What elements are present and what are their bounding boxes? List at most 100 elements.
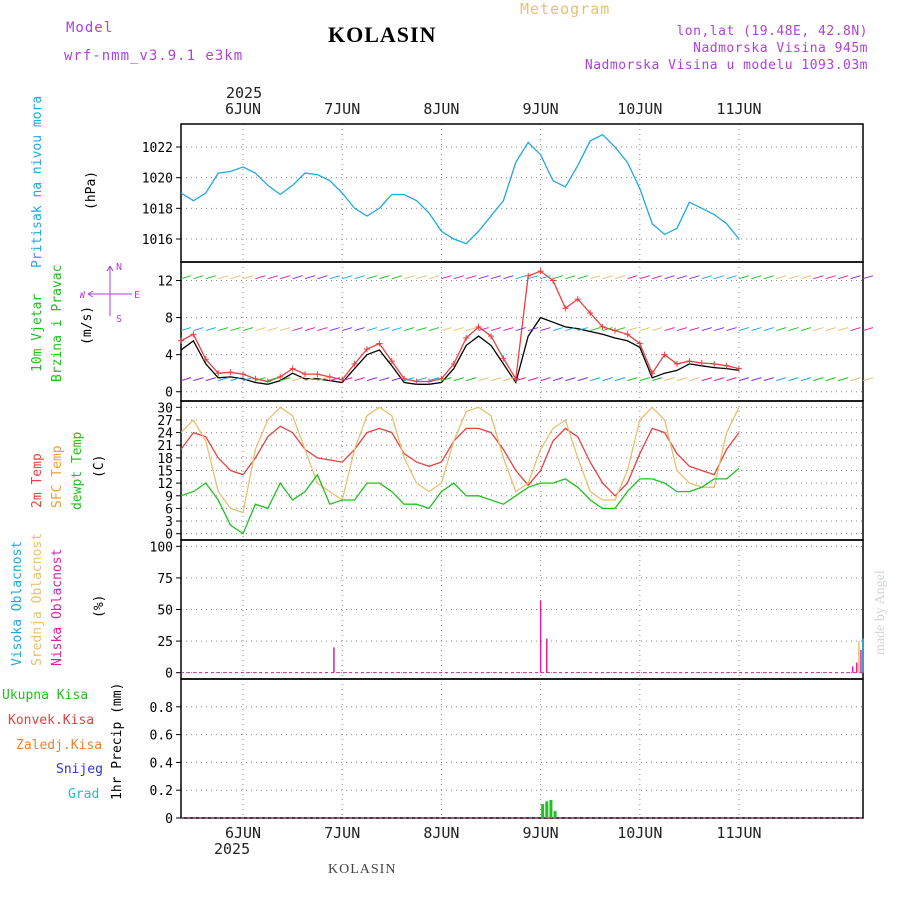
wind-barb-0-30 xyxy=(304,377,316,382)
wind-barb-1-12 xyxy=(230,327,241,332)
gust-marker-3 xyxy=(215,370,222,377)
gust-marker-38 xyxy=(649,370,656,377)
wind-barb-0-138 xyxy=(751,377,762,382)
wind-barb-0-93 xyxy=(565,377,576,382)
clouds-bar-0-3 xyxy=(851,666,854,673)
wind-barb-1-108 xyxy=(627,327,638,332)
clouds-bar-0-0 xyxy=(333,647,335,673)
wind-barb-2-153 xyxy=(813,275,824,280)
wind-barb-0-6 xyxy=(205,377,216,382)
wind-barb-2-93 xyxy=(565,275,576,280)
wind-barb-0-159 xyxy=(838,377,849,382)
wind-ytick-label-1: 4 xyxy=(165,349,173,364)
precip-bar-0-3 xyxy=(553,811,557,818)
wind-barb-2-18 xyxy=(255,275,266,280)
wind-barb-0-132 xyxy=(726,377,737,382)
gust-marker-4 xyxy=(227,369,234,376)
wind-barb-1-117 xyxy=(664,327,675,332)
wind-barb-1-42 xyxy=(354,327,365,332)
gust-marker-39 xyxy=(661,351,668,358)
day-label-top-5: 11JUN xyxy=(716,100,761,118)
gust-marker-7 xyxy=(264,378,271,385)
clouds-ytick-label-1: 25 xyxy=(157,635,173,650)
wind-barb-0-129 xyxy=(714,377,725,382)
wind-barb-2-48 xyxy=(379,275,390,280)
year-bottom: 2025 xyxy=(214,840,251,858)
wind-barb-0-36 xyxy=(329,377,340,382)
temperature-series-2 xyxy=(180,467,740,535)
wind-barb-2-42 xyxy=(354,275,365,280)
wind-barb-2-3 xyxy=(193,275,204,280)
wind-barb-2-132 xyxy=(726,275,737,280)
wind-barb-0-141 xyxy=(763,377,774,382)
wind-barb-0-57 xyxy=(416,377,427,382)
day-label-bottom-1: 7JUN xyxy=(324,824,360,842)
wind-barb-0-90 xyxy=(552,377,564,382)
wind-barb-2-135 xyxy=(738,275,750,280)
wind-barb-0-75 xyxy=(490,377,502,382)
wind-barb-0-18 xyxy=(255,377,266,382)
pressure-ytick-label-2: 1020 xyxy=(142,172,173,187)
wind-barb-2-12 xyxy=(230,275,241,280)
gust-marker-1 xyxy=(190,331,197,338)
gust-marker-27 xyxy=(512,375,519,382)
wind-barb-2-69 xyxy=(466,275,477,280)
wind-barb-0-39 xyxy=(342,377,353,382)
clouds-ytick-label-3: 75 xyxy=(157,572,173,587)
gust-marker-37 xyxy=(636,340,643,347)
gust-marker-44 xyxy=(723,362,730,369)
gust-marker-42 xyxy=(698,360,705,367)
wind-barb-1-120 xyxy=(676,327,688,332)
wind-barb-0-81 xyxy=(515,377,526,382)
wind-barb-2-81 xyxy=(515,275,526,280)
wind-barb-0-12 xyxy=(230,377,241,382)
wind-barb-2-105 xyxy=(614,275,626,280)
wind-barb-2-57 xyxy=(416,275,427,280)
wind-barb-0-72 xyxy=(478,377,489,382)
wind-ytick-label-2: 8 xyxy=(165,312,173,327)
wind-barb-1-138 xyxy=(751,327,762,332)
model-label: Model xyxy=(66,20,114,36)
wind-barb-0-126 xyxy=(701,377,712,382)
wind-barb-1-144 xyxy=(776,327,787,332)
wind-barb-0-108 xyxy=(627,377,638,382)
wind-series-0 xyxy=(180,316,740,385)
day-label-top-4: 10JUN xyxy=(617,100,662,118)
wind-barb-0-114 xyxy=(652,377,663,382)
precip-ytick-label-1: 0.2 xyxy=(150,784,173,799)
clouds-bar-0-5 xyxy=(860,649,862,673)
wind-barb-0-42 xyxy=(354,377,365,382)
wind-barb-1-165 xyxy=(862,327,874,332)
gust-marker-16 xyxy=(376,340,383,347)
wind-barb-2-141 xyxy=(763,275,774,280)
wind-barb-1-123 xyxy=(689,327,700,332)
precip-bar-0-2 xyxy=(549,799,553,818)
wind-barb-0-99 xyxy=(590,377,601,382)
gust-marker-24 xyxy=(475,323,482,330)
temperature-ytick-label-10: 30 xyxy=(157,401,173,416)
wind-barb-2-87 xyxy=(540,275,551,280)
wind-barb-1-105 xyxy=(614,327,626,332)
wind-barb-2-30 xyxy=(304,275,316,280)
wind-barb-2-60 xyxy=(428,275,440,280)
precip-legend-freezing: Zaledj.Kisa xyxy=(16,738,103,753)
gust-marker-12 xyxy=(326,373,333,380)
gust-marker-18 xyxy=(401,375,408,382)
temperature-ytick-label-4: 12 xyxy=(157,477,173,492)
wind-barb-1-24 xyxy=(280,327,291,332)
pressure-ytick-label-3: 1022 xyxy=(142,141,173,156)
wind-barb-2-27 xyxy=(292,275,303,280)
clouds-ytick-label-2: 50 xyxy=(157,604,173,619)
pressure-series-0 xyxy=(180,133,740,245)
wind-barb-1-18 xyxy=(255,327,266,332)
day-label-top-0: 6JUN xyxy=(225,100,261,118)
wind-barb-2-36 xyxy=(329,275,340,280)
gust-marker-36 xyxy=(624,331,631,338)
wind-barb-0-84 xyxy=(528,377,539,382)
wind-barb-1-93 xyxy=(565,327,576,332)
gust-marker-9 xyxy=(289,365,296,372)
wind-barb-0-96 xyxy=(577,377,588,382)
wind-barb-0-69 xyxy=(466,377,477,382)
footer-station: KOLASIN xyxy=(328,862,397,877)
compass-e: E xyxy=(134,290,140,301)
